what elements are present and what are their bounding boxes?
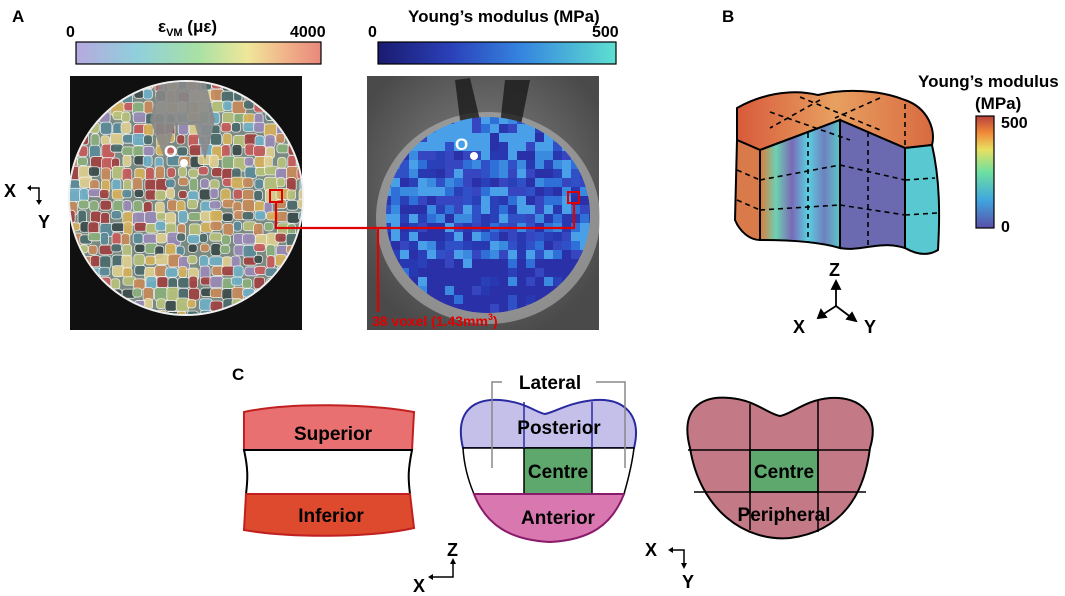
modulus-colorbar [377, 41, 617, 65]
modulus-colorbar-title: Young’s modulus (MPa) [408, 7, 600, 26]
modulus-legend-bar [975, 115, 995, 229]
origin-label-modulus: O [455, 135, 468, 154]
label-inferior: Inferior [298, 506, 364, 527]
panel-label-b: B [722, 7, 734, 26]
region-anterior [472, 493, 626, 544]
label-lateral: Lateral [519, 373, 581, 394]
label-posterior: Posterior [517, 418, 601, 439]
axis-arrows-zx [430, 562, 454, 578]
label-centre-transverse: Centre [528, 462, 588, 483]
strain-colorbar-title: εVM (με) [158, 17, 217, 39]
axis-label-x-a: X [4, 181, 16, 201]
strain-colorbar-max: 4000 [290, 24, 326, 41]
legend-title-line1: Young’s modulus [918, 72, 1059, 91]
label-superior: Superior [294, 424, 373, 445]
modulus-colorbar-max: 500 [592, 24, 619, 41]
panel-label-a: A [12, 7, 24, 26]
origin-label-strain: O [164, 142, 177, 161]
axis-triad-b [816, 278, 858, 323]
axis-arrows-xy [670, 549, 685, 566]
origin-point-strain [180, 159, 188, 167]
axis-label-y-a: Y [38, 212, 50, 232]
transverse-regions [459, 398, 637, 544]
strain-colorbar [75, 41, 322, 65]
panel-label-c: C [232, 365, 244, 384]
origin-point-modulus [470, 152, 478, 160]
region-centre-transverse [523, 447, 593, 495]
legend-max: 500 [1001, 115, 1028, 132]
axis-label-x-c2: X [645, 540, 657, 560]
label-peripheral: Peripheral [738, 505, 831, 526]
axis-label-z-c: Z [447, 540, 458, 560]
legend-min: 0 [1001, 219, 1010, 236]
voxel-connector [274, 202, 576, 230]
vertical-regions [242, 404, 416, 537]
axis-arrows-a [29, 187, 40, 202]
voxel-size-note: 38 voxel (1.43mm3) [372, 312, 498, 329]
region-superior [243, 404, 416, 451]
label-anterior: Anterior [521, 508, 596, 529]
label-centre-radial: Centre [754, 462, 814, 483]
strain-colorbar-min: 0 [66, 24, 75, 41]
axis-label-z-b: Z [829, 260, 840, 280]
femur-block-3d [733, 89, 941, 255]
radial-regions [686, 396, 874, 540]
lateral-bracket [491, 381, 626, 468]
axis-label-x-c1: X [413, 576, 425, 596]
modulus-colorbar-min: 0 [368, 24, 377, 41]
axis-label-x-b: X [793, 317, 805, 337]
legend-title-line2: (MPa) [975, 94, 1021, 113]
axis-label-y-c: Y [682, 572, 694, 592]
region-inferior [242, 493, 416, 537]
axis-label-y-b: Y [864, 317, 876, 337]
